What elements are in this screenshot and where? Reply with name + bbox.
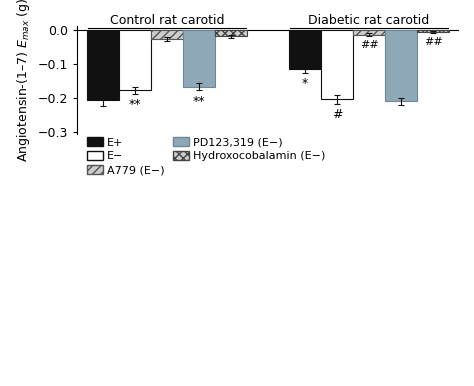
Text: Control rat carotid: Control rat carotid bbox=[109, 14, 224, 27]
Y-axis label: Angiotensin-(1–7) $E_{max}$ (g): Angiotensin-(1–7) $E_{max}$ (g) bbox=[15, 0, 32, 162]
Bar bbox=[353, 29, 385, 35]
Text: **: ** bbox=[193, 95, 205, 108]
Bar bbox=[151, 29, 183, 39]
Bar bbox=[289, 29, 321, 69]
Bar bbox=[215, 29, 247, 36]
Bar bbox=[321, 29, 353, 100]
Text: Diabetic rat carotid: Diabetic rat carotid bbox=[309, 14, 430, 27]
Bar bbox=[183, 29, 215, 87]
Text: ##: ## bbox=[424, 37, 443, 47]
Text: *: * bbox=[302, 77, 308, 90]
Text: ##: ## bbox=[360, 40, 378, 50]
Legend: E+, E−, A779 (E−), PD123,319 (E−), Hydroxocobalamin (E−): E+, E−, A779 (E−), PD123,319 (E−), Hydro… bbox=[82, 133, 330, 179]
Text: #: # bbox=[332, 108, 342, 120]
Bar bbox=[385, 29, 417, 101]
Bar bbox=[87, 29, 118, 100]
Bar bbox=[417, 29, 449, 32]
Text: **: ** bbox=[128, 98, 141, 111]
Bar bbox=[118, 29, 151, 90]
